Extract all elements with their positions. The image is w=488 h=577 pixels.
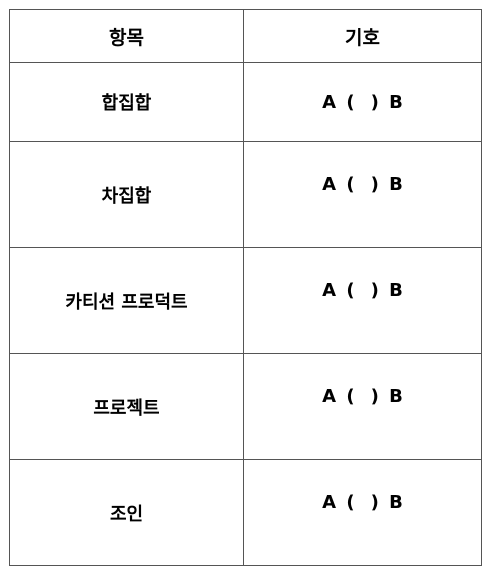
paren-open: (: [346, 280, 355, 301]
paren-open: (: [346, 386, 355, 407]
paren-close: ): [370, 174, 379, 195]
symbol-cell: A () B: [243, 353, 482, 460]
symbol-expression: A () B: [322, 460, 403, 513]
paren-close: ): [370, 386, 379, 407]
operand-right: B: [389, 386, 403, 407]
paren-close: ): [370, 492, 379, 513]
header-item: 항목: [9, 9, 244, 63]
operand-left: A: [322, 280, 337, 301]
table-row: 합집합 A () B: [9, 62, 482, 142]
operand-left: A: [322, 386, 337, 407]
paren-open: (: [346, 91, 355, 113]
symbol-expression: A () B: [322, 248, 403, 301]
operand-right: B: [389, 280, 403, 301]
operand-right: B: [389, 492, 403, 513]
paren-close: ): [370, 91, 379, 113]
table-row: 카티션 프로덕트 A () B: [9, 247, 482, 354]
table-row: 프로젝트 A () B: [9, 353, 482, 460]
header-symbol: 기호: [243, 9, 482, 63]
paren-open: (: [346, 174, 355, 195]
item-cell: 조인: [9, 459, 244, 566]
symbol-cell: A () B: [243, 459, 482, 566]
item-cell: 차집합: [9, 141, 244, 248]
symbol-cell: A () B: [243, 247, 482, 354]
table-row: 조인 A () B: [9, 459, 482, 566]
operand-left: A: [322, 174, 337, 195]
table-header-row: 항목 기호: [9, 9, 482, 63]
symbol-expression: A () B: [322, 142, 403, 195]
symbol-cell: A () B: [243, 62, 482, 142]
operand-right: B: [389, 91, 403, 113]
operand-left: A: [322, 492, 337, 513]
paren-close: ): [370, 280, 379, 301]
item-cell: 합집합: [9, 62, 244, 142]
paren-open: (: [346, 492, 355, 513]
symbol-expression: A () B: [322, 92, 403, 113]
operations-table: 항목 기호 합집합 A () B 차집합 A () B: [9, 9, 482, 566]
symbol-expression: A () B: [322, 354, 403, 407]
item-cell: 프로젝트: [9, 353, 244, 460]
table-row: 차집합 A () B: [9, 141, 482, 248]
operand-left: A: [322, 91, 337, 113]
symbol-cell: A () B: [243, 141, 482, 248]
item-cell: 카티션 프로덕트: [9, 247, 244, 354]
operand-right: B: [389, 174, 403, 195]
